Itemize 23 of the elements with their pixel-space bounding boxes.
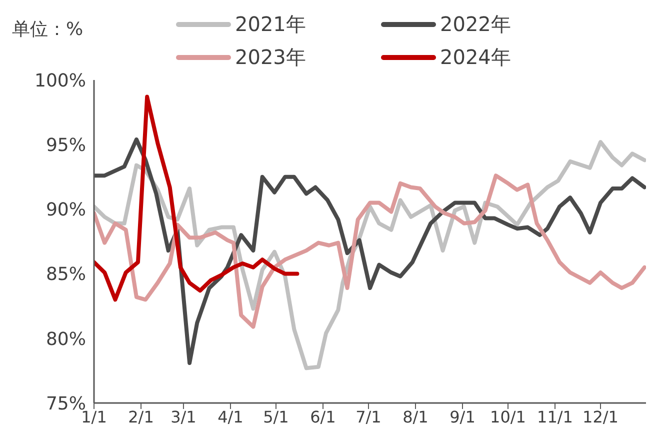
- legend-label: 2022年: [440, 11, 511, 38]
- y-tick-label: 85%: [46, 264, 86, 286]
- x-tick-label: 12/1: [582, 407, 618, 426]
- x-tick-label: 7/1: [356, 407, 382, 426]
- x-tick-label: 6/1: [310, 407, 336, 426]
- legend-label: 2021年: [235, 11, 306, 38]
- x-tick-label: 3/1: [170, 407, 196, 426]
- y-tick-label: 90%: [46, 200, 86, 221]
- x-tick-label: 9/1: [450, 407, 476, 426]
- line-series: [94, 94, 300, 302]
- x-tick-label: 10/1: [490, 407, 526, 426]
- y-tick-label: 100%: [34, 70, 86, 92]
- x-tick-label: 2/1: [128, 407, 154, 426]
- legend-label: 2024年: [440, 44, 511, 71]
- legend-label: 2023年: [235, 44, 306, 71]
- y-tick-label: 80%: [46, 328, 86, 350]
- x-tick-label: 11/1: [537, 407, 573, 426]
- x-tick-label: 5/1: [263, 407, 289, 426]
- x-tick-label: 8/1: [402, 407, 428, 426]
- line-series: [94, 174, 646, 329]
- y-axis-title: 单位：%: [12, 18, 84, 41]
- x-tick-label: 4/1: [218, 407, 244, 426]
- y-tick-label: 95%: [46, 134, 86, 156]
